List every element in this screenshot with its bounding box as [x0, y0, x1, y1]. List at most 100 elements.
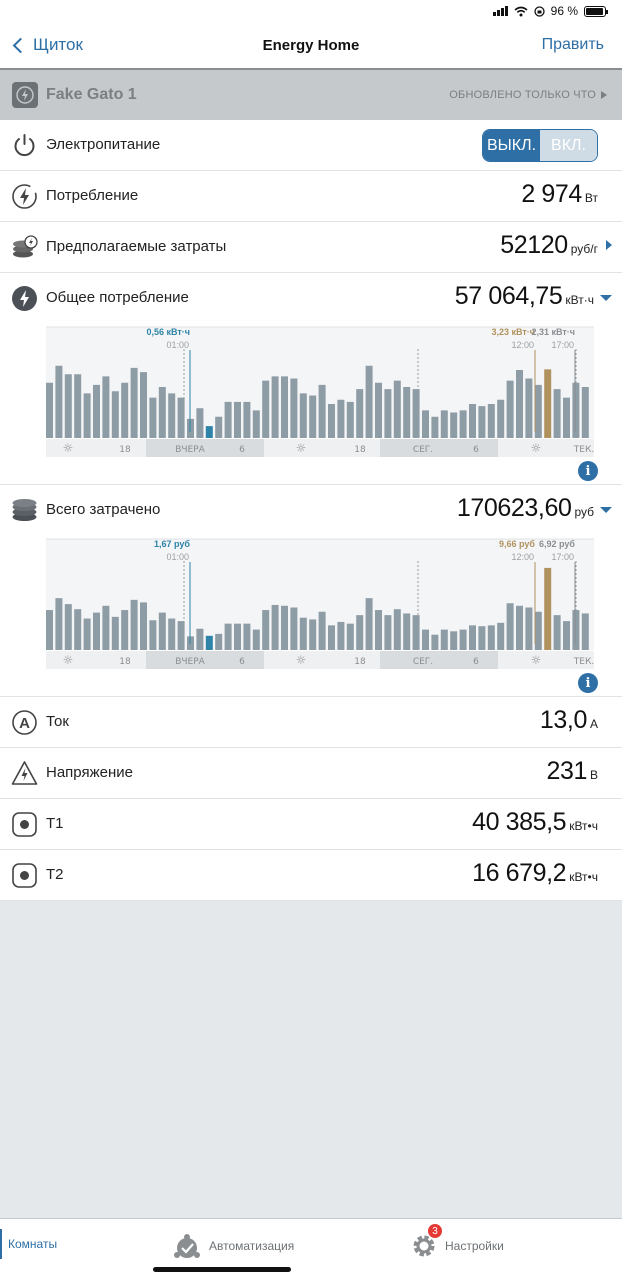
chart-bar [102, 376, 110, 438]
chart-bar [299, 393, 307, 438]
chart-bar [497, 399, 505, 438]
chart-bar [487, 404, 495, 438]
chart-bar [581, 613, 589, 650]
chart-axis-label: ☼ [296, 441, 307, 455]
characteristics-list: Электропитание ВЫКЛ. ВКЛ. Потребление 2 … [0, 120, 622, 901]
tab-automation[interactable]: Автоматизация [173, 1233, 294, 1259]
chart-bar [224, 401, 232, 438]
power-on-option[interactable]: ВКЛ. [540, 130, 597, 161]
chart-bar [318, 384, 326, 438]
total-consumption-label: Общее потребление [46, 289, 189, 306]
chart-bar [271, 376, 279, 438]
chart-bar [55, 365, 63, 438]
chart-bar [422, 410, 429, 438]
chart-axis-label: 18 [119, 445, 131, 455]
active-tab-indicator [0, 1229, 2, 1259]
chart-bar [365, 365, 373, 438]
chart-bar [431, 634, 439, 650]
chart-bar [431, 416, 439, 438]
chart-bar [506, 603, 514, 650]
page-title: Energy Home [262, 37, 360, 54]
chart-bar [234, 623, 241, 650]
tab-bar: Комнаты Автоматизация Настройки 3 [0, 1218, 622, 1280]
chart-annotation-value: 9,66 руб [499, 539, 535, 549]
chart-axis-label: 18 [354, 445, 366, 455]
chart-annotation-time: 01:00 [166, 552, 189, 562]
chart-bar [459, 410, 467, 438]
chart-bar [422, 629, 429, 650]
chart-bar [243, 623, 251, 650]
estimated-cost-row[interactable]: Предполагаемые затраты 52120 руб/г [0, 222, 622, 273]
consumption-icon [12, 184, 37, 209]
chart-bar [121, 610, 129, 650]
chart-bar [337, 399, 345, 438]
current-row: A Ток 13,0 А [0, 697, 622, 748]
chart-bar [346, 401, 354, 438]
edit-button[interactable]: Править [541, 36, 604, 53]
chart-axis-night-band [380, 439, 498, 457]
chart-axis-label: 6 [473, 657, 479, 667]
chart-bar [121, 382, 129, 438]
t2-value: 16 679,2 [472, 859, 567, 887]
estimated-cost-value: 52120 [500, 231, 568, 259]
chart-bar [281, 605, 288, 650]
chart-bar [158, 612, 166, 650]
back-button-label: Щиток [33, 35, 83, 54]
chart-bar [384, 389, 392, 438]
power-row: Электропитание ВЫКЛ. ВКЛ. [0, 120, 622, 171]
chart-bar [234, 401, 241, 438]
expand-chevron-icon [600, 295, 612, 301]
info-icon[interactable]: i [578, 673, 598, 693]
voltage-warning-icon [11, 761, 38, 785]
chart-bar [412, 615, 420, 650]
chart-bar [271, 604, 279, 650]
total-spent-row[interactable]: Всего затрачено 170623,60 руб [0, 485, 622, 536]
gear-icon [413, 1235, 435, 1257]
chart-axis-label: СЕГ. [413, 445, 433, 455]
power-off-option[interactable]: ВЫКЛ. [483, 130, 540, 161]
chart-bar [64, 374, 72, 438]
consumption-row: Потребление 2 974 Вт [0, 171, 622, 222]
energy-meter-icon [12, 82, 38, 108]
chart-axis-night-band [146, 651, 264, 669]
chart-bar [215, 633, 223, 650]
chart-bar [93, 384, 100, 438]
tab-rooms[interactable]: Комнаты [8, 1237, 57, 1251]
chart-bar [563, 397, 570, 438]
chart-bar [64, 604, 72, 650]
chevron-right-icon [601, 91, 607, 99]
chart-axis-label: ВЧЕРА [175, 445, 205, 455]
chart-axis-label: ТЕК. [573, 445, 594, 455]
t1-label: T1 [46, 815, 64, 832]
total-consumption-unit: кВт·ч [565, 293, 594, 307]
cellular-signal-icon [492, 6, 508, 16]
chart-bar [149, 620, 157, 650]
chart-axis-label: 18 [119, 657, 131, 667]
chart-axis-label: ☼ [63, 441, 74, 455]
chart-bar [328, 404, 335, 438]
chart-bar [309, 619, 317, 650]
tariff-dot-icon [12, 863, 37, 888]
chart-bar [196, 628, 204, 650]
info-icon[interactable]: i [578, 461, 598, 481]
status-bar: 96 % [0, 0, 622, 22]
t1-unit: кВт•ч [569, 819, 598, 833]
chart-bar [525, 607, 533, 650]
chart-bar [290, 378, 298, 438]
chart-bar [224, 623, 232, 650]
chart-bar [140, 372, 147, 438]
ampere-icon: A [12, 710, 37, 735]
chart-axis-night-band [146, 439, 264, 457]
chart-bar [459, 629, 467, 650]
chart-bar [196, 408, 204, 438]
chart-axis-label: ☼ [63, 653, 74, 667]
device-header[interactable]: Fake Gato 1 ОБНОВЛЕНО ТОЛЬКО ЧТО [0, 70, 622, 120]
power-toggle[interactable]: ВЫКЛ. ВКЛ. [482, 129, 598, 162]
tab-settings[interactable]: Настройки [411, 1233, 504, 1259]
automation-icon [174, 1234, 200, 1258]
back-button[interactable]: Щиток [10, 35, 83, 55]
consumption-chart-svg: 0,56 кВт·ч 01:00 3,23 кВт·ч 12:00 2,31 кВт·ч… [46, 326, 594, 457]
chart-bar [252, 410, 260, 438]
total-consumption-row[interactable]: Общее потребление 57 064,75 кВт·ч [0, 273, 622, 324]
chart-bar [412, 389, 420, 438]
